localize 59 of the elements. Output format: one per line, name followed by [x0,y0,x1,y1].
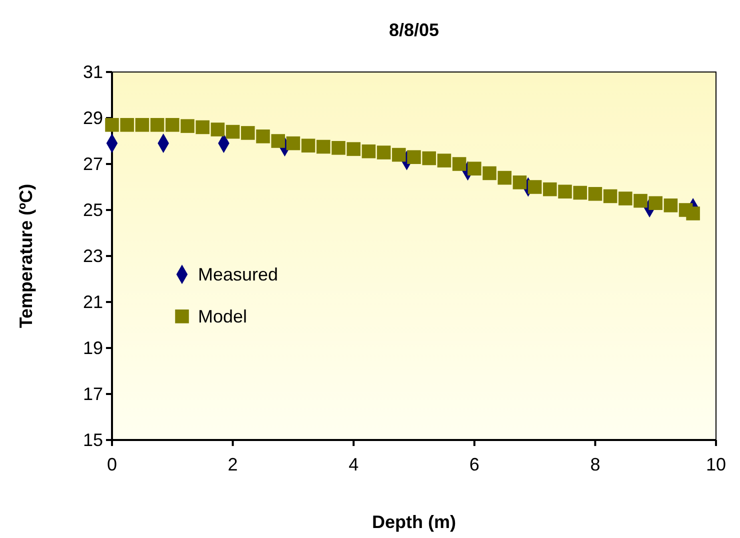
point [346,142,360,156]
y-axis-title: Temperature (ºC) [16,184,36,328]
legend-label: Measured [198,264,278,284]
point [135,118,150,132]
x-tick-label: 6 [469,454,480,475]
point [452,157,466,171]
point [528,180,542,194]
point [332,141,346,155]
point [634,194,648,208]
point [686,206,700,220]
point [588,187,602,201]
y-tick-label: 21 [82,292,103,312]
point [558,184,572,198]
point [150,118,164,132]
point [468,162,482,176]
point [226,124,240,139]
point [210,122,225,136]
x-tick-label: 2 [228,454,238,475]
point [120,118,134,132]
point [166,118,180,132]
point [362,144,376,158]
x-tick-label: 4 [348,454,359,475]
point [498,170,512,185]
y-tick-label: 19 [82,338,103,358]
x-tick-label: 8 [590,454,600,475]
point [543,182,557,196]
point [196,120,210,134]
x-tick-label: 0 [106,454,118,475]
point [180,119,194,133]
point [316,140,330,154]
y-tick-label: 15 [82,430,103,450]
y-tick-label: 31 [82,62,103,82]
point [286,136,300,150]
y-tick-label: 23 [82,246,103,266]
y-tick-label: 17 [82,384,103,404]
x-tick-label: 10 [706,454,726,475]
point [271,134,285,148]
point [407,150,421,164]
point [241,126,255,140]
point [256,130,270,144]
point [603,189,618,204]
y-tick-label: 27 [82,154,103,174]
point [664,198,678,212]
point [376,146,391,160]
point [482,166,496,180]
point [512,176,527,190]
point [437,154,452,168]
point [392,148,406,162]
chart-title: 8/8/05 [388,20,440,40]
point [648,196,662,210]
y-tick-label: 25 [82,200,103,220]
point [618,192,632,206]
point [301,138,316,152]
x-axis-title: Depth (m) [372,512,456,532]
legend-label: Model [198,306,248,326]
point [573,186,587,200]
point [105,118,119,132]
point [422,151,436,166]
y-tick-label: 29 [82,108,103,128]
